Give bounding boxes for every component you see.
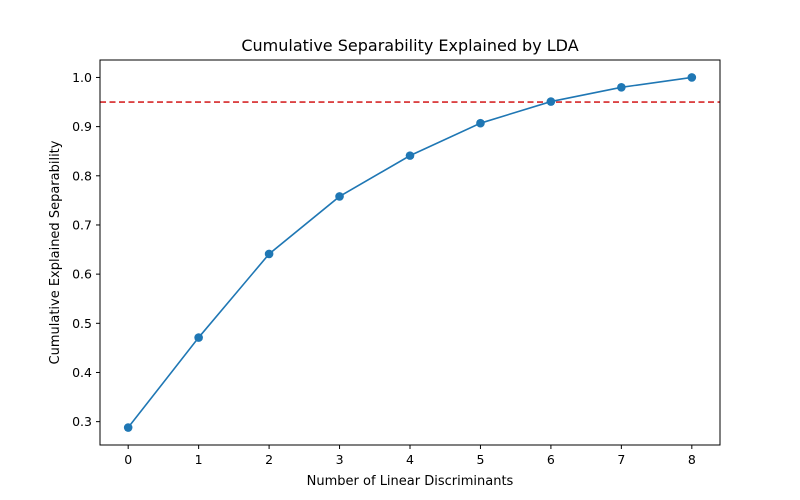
x-axis-label: Number of Linear Discriminants [307, 474, 514, 489]
data-point [687, 73, 697, 82]
x-tick-label: 4 [406, 452, 414, 467]
x-tick-label: 3 [336, 452, 344, 467]
x-tick-label: 8 [688, 452, 696, 467]
data-point [194, 333, 203, 342]
y-tick-label: 0.9 [72, 119, 92, 134]
data-point [335, 192, 344, 201]
y-tick-label: 0.4 [72, 365, 92, 380]
x-tick-label: 6 [547, 452, 555, 467]
data-point [123, 423, 133, 432]
x-tick-label: 0 [124, 452, 132, 467]
data-point [546, 97, 556, 106]
y-tick-label: 1.0 [72, 70, 92, 85]
x-tick-label: 7 [617, 452, 625, 467]
x-tick-label: 1 [195, 452, 203, 467]
x-tick-label: 2 [265, 452, 273, 467]
data-point [617, 82, 626, 92]
plot-area [100, 73, 720, 432]
chart-title: Cumulative Separability Explained by LDA [241, 36, 578, 55]
x-axis: 0 1 2 3 4 5 6 7 8 [124, 445, 696, 467]
y-tick-label: 0.5 [72, 316, 92, 331]
y-tick-label: 0.3 [72, 414, 92, 429]
y-tick-label: 0.6 [72, 267, 92, 282]
data-point [405, 151, 415, 160]
y-axis: 0.3 0.4 0.5 0.6 0.7 0.8 0.9 1.0 [72, 70, 100, 429]
x-tick-label: 5 [476, 452, 484, 467]
y-axis-label: Cumulative Explained Separability [48, 140, 63, 364]
y-tick-label: 0.8 [72, 168, 92, 183]
y-tick-label: 0.7 [72, 217, 92, 232]
data-point [264, 249, 274, 259]
data-point [476, 118, 485, 128]
